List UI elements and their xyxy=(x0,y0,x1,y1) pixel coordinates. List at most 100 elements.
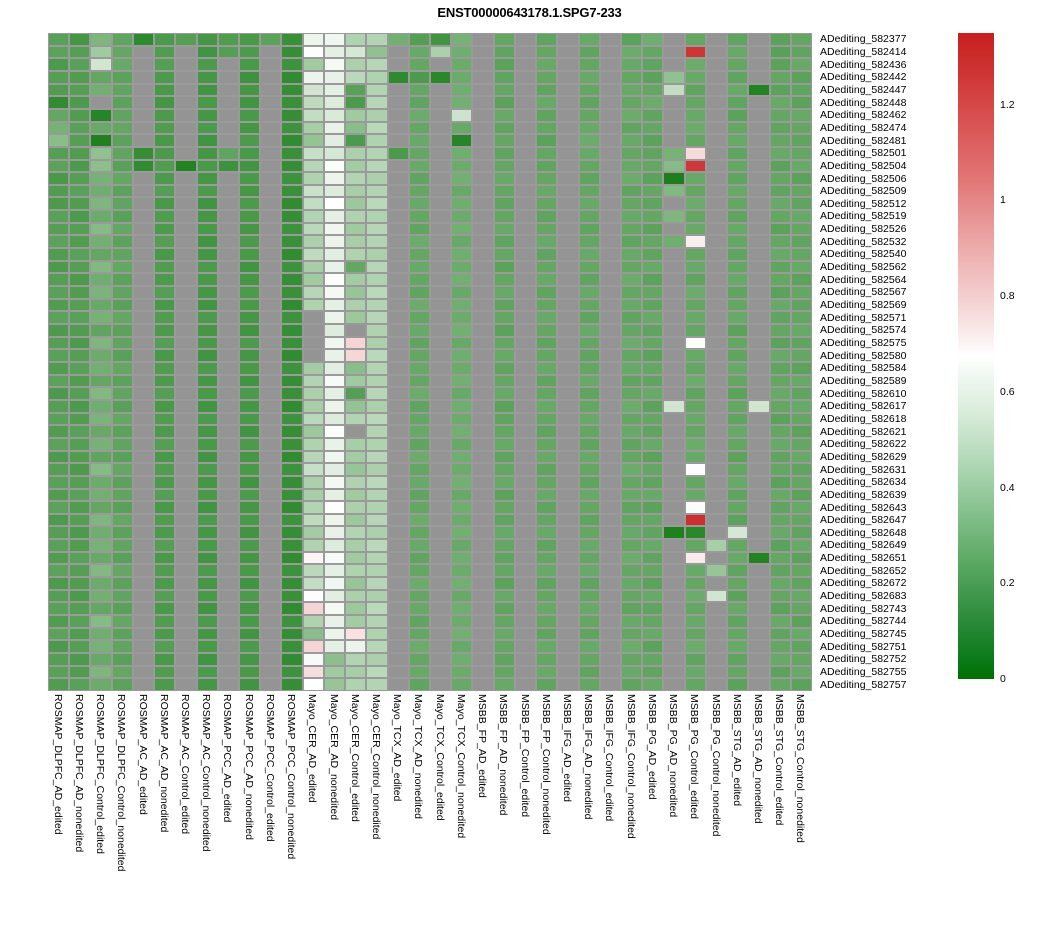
heatmap-cell xyxy=(111,184,133,198)
heatmap-cell xyxy=(684,349,706,362)
heatmap-cell xyxy=(663,172,685,185)
heatmap-cell xyxy=(323,83,346,97)
heatmap-cell xyxy=(281,589,303,603)
heatmap-cell xyxy=(429,653,452,666)
heatmap-cell xyxy=(684,374,706,388)
heatmap-cell xyxy=(578,273,600,287)
heatmap-cell xyxy=(684,425,706,438)
heatmap-cell xyxy=(132,197,155,211)
heatmap-cell xyxy=(408,58,430,71)
heatmap-cell xyxy=(642,513,664,527)
heatmap-cell xyxy=(599,33,621,46)
column-label: MSBB_PG_Control_nonedited xyxy=(709,694,722,837)
row-label: ADediting_582618 xyxy=(820,412,907,425)
row-label-axis: ADediting_582377 ADediting_582414 ADeditin… xyxy=(820,33,960,691)
heatmap-cell xyxy=(557,311,579,325)
heatmap-cell xyxy=(578,121,600,135)
heatmap-cell xyxy=(154,640,176,654)
heatmap-cell xyxy=(154,273,176,287)
heatmap-cell xyxy=(663,374,685,388)
heatmap-cell xyxy=(154,349,176,362)
heatmap-cell xyxy=(493,551,515,565)
heatmap-cell xyxy=(345,602,367,616)
heatmap-cell xyxy=(472,361,494,375)
heatmap-cell xyxy=(663,248,685,261)
heatmap-cell xyxy=(769,501,791,514)
heatmap-cell xyxy=(323,526,346,540)
heatmap-cell xyxy=(48,70,70,84)
heatmap-cell xyxy=(536,184,558,198)
heatmap-cell xyxy=(790,248,812,261)
heatmap-cell xyxy=(132,222,155,236)
heatmap-cell xyxy=(684,387,706,400)
heatmap-cell xyxy=(366,248,388,261)
heatmap-cell xyxy=(196,33,218,46)
column-label: MSBB_FP_Control_nonedited xyxy=(539,694,552,835)
heatmap-cell xyxy=(111,83,133,97)
heatmap-cell xyxy=(387,172,409,185)
heatmap-cell xyxy=(260,526,282,540)
heatmap-cell xyxy=(451,602,473,616)
heatmap-cell xyxy=(111,564,133,578)
heatmap-cell xyxy=(599,450,621,464)
heatmap-cell xyxy=(472,551,494,565)
heatmap-cell xyxy=(175,260,197,274)
heatmap-cell xyxy=(196,678,218,691)
heatmap-cell xyxy=(48,564,70,578)
column-label: ROSMAP_DLPFC_Control_edited xyxy=(94,694,107,854)
heatmap-cell xyxy=(493,146,515,160)
row-label: ADediting_582629 xyxy=(820,450,907,463)
heatmap-cell xyxy=(620,450,643,464)
heatmap-cell xyxy=(90,463,112,476)
heatmap-cell xyxy=(684,311,706,325)
column-label: ROSMAP_AC_AD_edited xyxy=(136,694,149,815)
heatmap-cell xyxy=(238,33,261,46)
heatmap-cell xyxy=(620,640,643,654)
heatmap-cell xyxy=(642,526,664,540)
heatmap-cell xyxy=(238,627,261,641)
row-label: ADediting_582757 xyxy=(820,678,907,691)
heatmap-cell xyxy=(557,248,579,261)
heatmap-cell xyxy=(217,602,239,616)
heatmap-cell xyxy=(429,286,452,299)
heatmap-cell xyxy=(451,336,473,350)
heatmap-cell xyxy=(429,678,452,691)
heatmap-cell xyxy=(557,551,579,565)
heatmap-cell xyxy=(493,33,515,46)
heatmap-cell xyxy=(196,463,218,476)
heatmap-cell xyxy=(429,488,452,502)
heatmap-cell xyxy=(705,96,728,109)
heatmap-cell xyxy=(154,374,176,388)
heatmap-cell xyxy=(663,615,685,628)
heatmap-cell xyxy=(429,70,452,84)
heatmap-cell xyxy=(748,374,770,388)
heatmap-cell xyxy=(514,526,537,540)
heatmap-cell xyxy=(493,70,515,84)
heatmap-cell xyxy=(281,108,303,122)
heatmap-cell xyxy=(663,450,685,464)
heatmap-cell xyxy=(302,336,324,350)
heatmap-cell xyxy=(323,450,346,464)
heatmap-cell xyxy=(705,602,728,616)
heatmap-cell xyxy=(769,172,791,185)
heatmap-cell xyxy=(620,412,643,426)
heatmap-cell xyxy=(514,58,537,71)
row-label: ADediting_582526 xyxy=(820,223,907,236)
heatmap-cell xyxy=(345,425,367,438)
heatmap-cell xyxy=(345,273,367,287)
heatmap-cell xyxy=(366,513,388,527)
heatmap-cell xyxy=(154,96,176,109)
heatmap-cell xyxy=(514,286,537,299)
heatmap-cell xyxy=(154,539,176,552)
heatmap-cell xyxy=(69,399,91,413)
heatmap-cell xyxy=(238,235,261,249)
heatmap-cell xyxy=(302,615,324,628)
heatmap-cell xyxy=(387,184,409,198)
heatmap-cell xyxy=(323,437,346,451)
heatmap-cell xyxy=(196,615,218,628)
heatmap-cell xyxy=(429,564,452,578)
heatmap-cell xyxy=(345,627,367,641)
heatmap-cell xyxy=(175,627,197,641)
heatmap-cell xyxy=(557,108,579,122)
heatmap-cell xyxy=(154,602,176,616)
